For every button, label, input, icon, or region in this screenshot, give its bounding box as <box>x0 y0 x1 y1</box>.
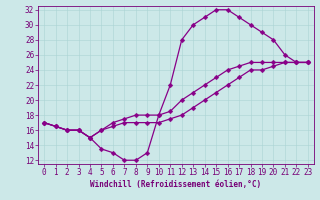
X-axis label: Windchill (Refroidissement éolien,°C): Windchill (Refroidissement éolien,°C) <box>91 180 261 189</box>
